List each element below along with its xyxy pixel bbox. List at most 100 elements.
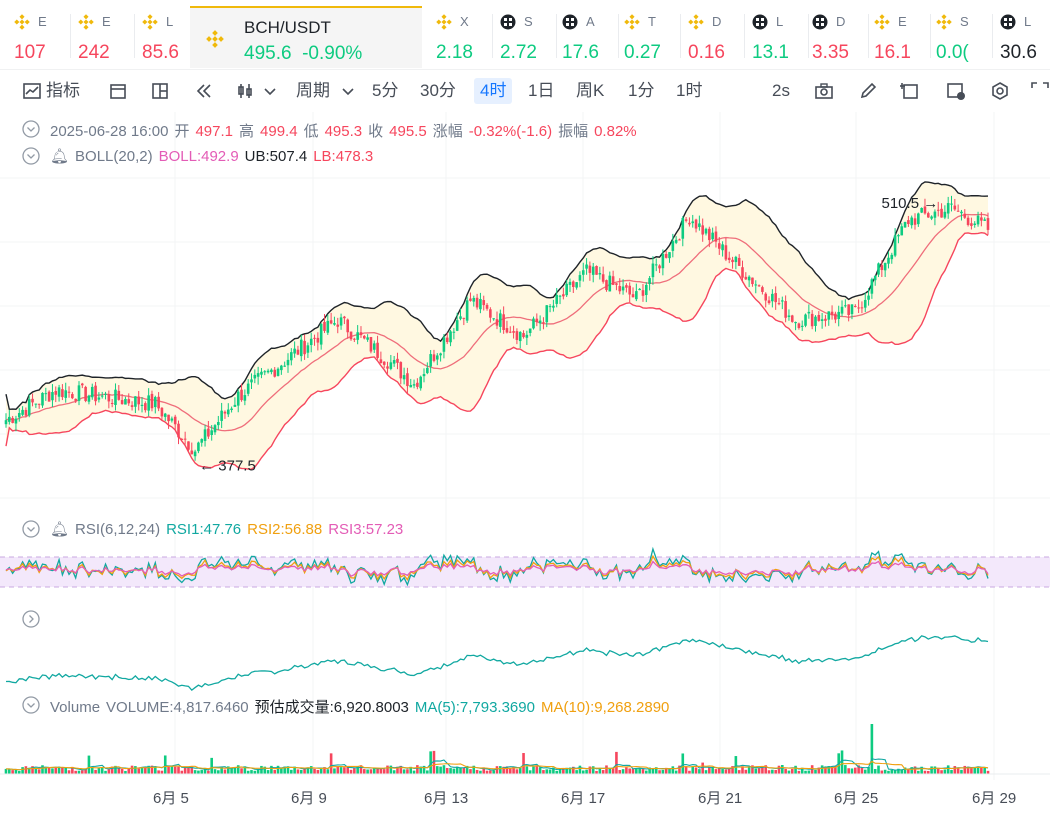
volume-bar: [548, 769, 552, 774]
volume-bar: [313, 768, 316, 774]
candle-body: [857, 307, 860, 309]
candle-body: [714, 231, 718, 242]
volume-bar: [930, 766, 933, 774]
volume-bar: [701, 762, 704, 774]
refresh-rate[interactable]: 2s: [772, 81, 790, 100]
volume-bar: [900, 769, 904, 774]
candle-body: [897, 235, 900, 237]
period-chevron-icon[interactable]: [338, 81, 358, 101]
volume-bar: [153, 766, 157, 774]
pencil-icon[interactable]: [858, 81, 878, 101]
candle-body: [502, 314, 505, 331]
settings-icon[interactable]: [990, 81, 1010, 101]
ohlc-close: 495.5: [389, 123, 427, 140]
volume-bar: [797, 770, 801, 774]
collapse-rsi-icon[interactable]: [22, 520, 40, 538]
ticker-name: E: [898, 14, 907, 29]
interval-1w[interactable]: 周K: [576, 81, 605, 100]
volume-bar: [283, 766, 286, 774]
rewind-icon[interactable]: [194, 81, 214, 101]
volume-bar: [41, 765, 44, 774]
candle-body: [465, 300, 469, 321]
candle-type-icon[interactable]: [236, 81, 256, 101]
camera-icon[interactable]: [814, 81, 834, 101]
candle-body: [117, 390, 121, 400]
volume-bar: [290, 769, 293, 774]
candle-body: [651, 263, 655, 278]
candle-body: [442, 337, 446, 352]
candle-body: [180, 439, 184, 441]
volume-bar: [897, 768, 900, 774]
interval-1m[interactable]: 1分: [628, 81, 655, 100]
volume-bar: [416, 765, 419, 774]
volume-bar: [329, 753, 333, 774]
indicators-button[interactable]: 指标: [46, 81, 80, 100]
ticker-price: 0.0(: [936, 42, 969, 63]
volume-bar: [538, 767, 542, 774]
add-window-icon[interactable]: [900, 81, 920, 101]
candle-body: [369, 336, 373, 352]
candle-body: [27, 399, 31, 416]
interval-5m[interactable]: 5分: [372, 81, 399, 100]
volume-bar: [439, 766, 442, 774]
candle-body: [233, 404, 237, 407]
candle-body: [203, 429, 207, 441]
volume-bar: [611, 767, 615, 774]
ticker-divider: [808, 14, 809, 58]
candle-body: [761, 287, 764, 292]
collapse-boll-icon[interactable]: [22, 147, 40, 165]
active-pair-tab[interactable]: BCH/USDT 495.6 -0.90%: [190, 6, 422, 68]
interval-30m[interactable]: 30分: [420, 81, 456, 100]
volume-bar: [309, 766, 313, 774]
candle-body: [130, 405, 134, 407]
volume-bar: [621, 769, 625, 774]
volume-bar: [532, 766, 535, 774]
volume-bar: [402, 769, 406, 774]
period-button[interactable]: 周期: [296, 81, 330, 100]
volume-bar: [432, 750, 436, 774]
candle-body: [359, 332, 363, 336]
collapse-volume-icon[interactable]: [22, 696, 40, 714]
boll-bell-icon: 🔔︎: [50, 148, 70, 165]
volume-bar: [764, 765, 768, 774]
volume-bar: [940, 770, 943, 774]
candle-body: [771, 293, 774, 302]
candle-body: [565, 283, 568, 296]
volume-bar: [134, 766, 137, 774]
candle-body: [863, 299, 867, 308]
expand-indicator-icon[interactable]: [22, 610, 40, 628]
layout-icon[interactable]: [150, 81, 170, 101]
interval-1h[interactable]: 1时: [676, 81, 703, 100]
volume-bar: [366, 769, 369, 774]
active-pair-price: 495.6 -0.90%: [244, 43, 363, 64]
collapse-ohlc-icon[interactable]: [22, 120, 40, 138]
interval-4h[interactable]: 4时: [474, 78, 513, 104]
chevron-down-icon[interactable]: [260, 81, 280, 101]
volume-bar: [774, 770, 777, 774]
volume-bar: [910, 767, 913, 774]
candle-body: [605, 280, 608, 291]
candle-body: [774, 293, 777, 303]
candle-body: [923, 206, 927, 214]
fullscreen-icon[interactable]: [1030, 81, 1050, 101]
candle-body: [920, 207, 923, 213]
candle-body: [293, 348, 296, 354]
volume-bar: [515, 769, 519, 774]
volume-bar: [824, 766, 827, 774]
candle-body: [850, 304, 854, 315]
ticker-divider: [992, 14, 993, 58]
candle-body: [299, 339, 303, 357]
volume-bar: [316, 769, 320, 774]
ticker-name: S: [960, 14, 969, 29]
calendar-icon[interactable]: [108, 81, 128, 101]
volume-bar: [124, 770, 127, 774]
candle-body: [445, 337, 449, 343]
ticker-name: T: [648, 14, 656, 29]
candle-body: [303, 340, 306, 355]
volume-bar: [263, 766, 267, 774]
screenshot-icon[interactable]: [946, 81, 966, 101]
volume-bar: [339, 767, 343, 774]
interval-1d[interactable]: 1日: [528, 81, 555, 100]
date-tick-label: 6月 17: [561, 790, 606, 807]
